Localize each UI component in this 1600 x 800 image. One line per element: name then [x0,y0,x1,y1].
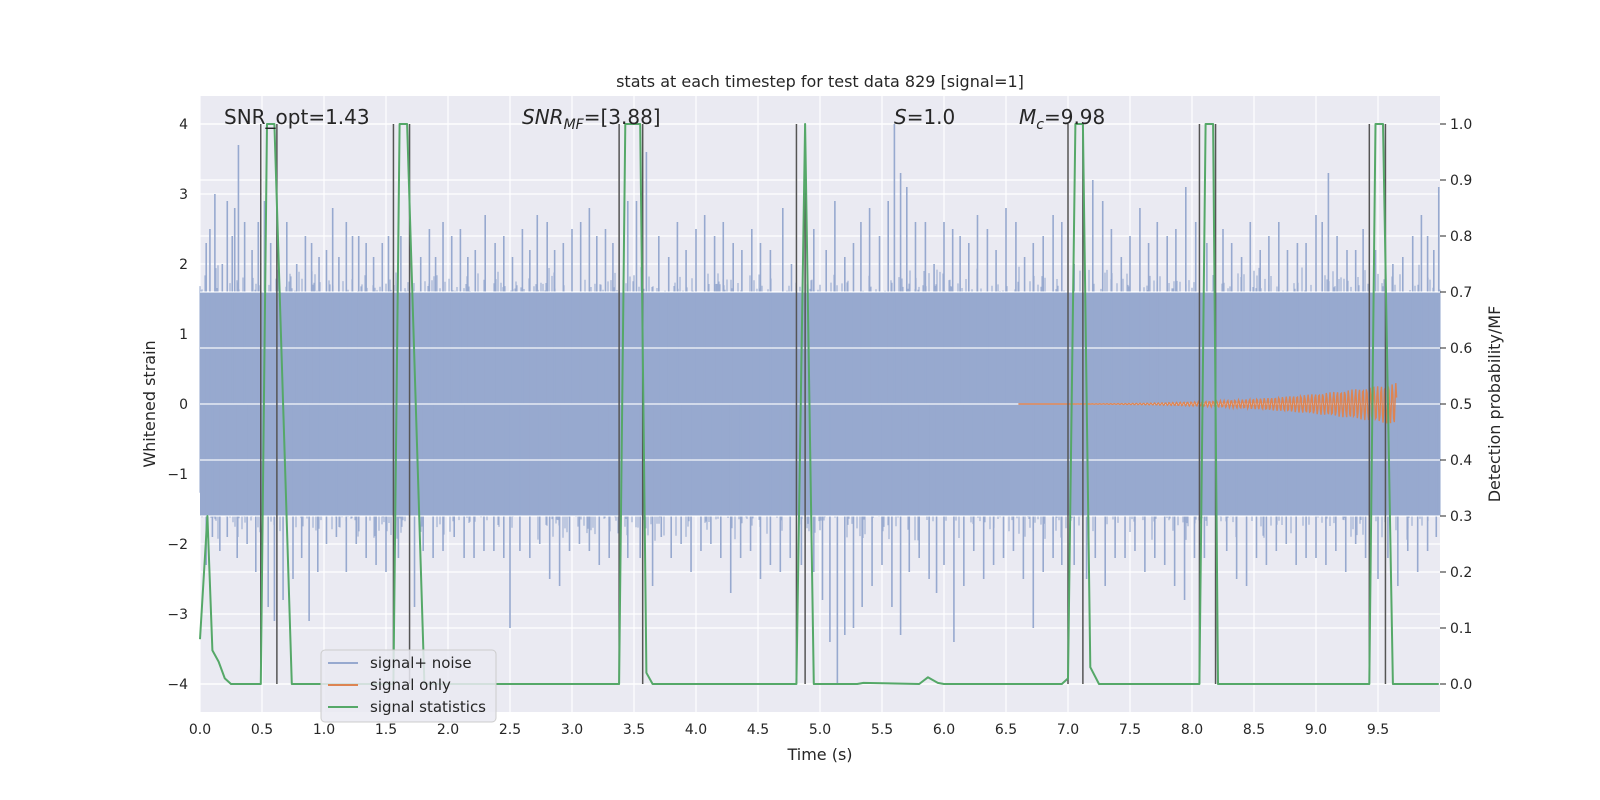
x-tick-label: 5.5 [871,722,893,738]
right-y-tick-label: 0.5 [1450,397,1472,413]
annotation-snr-opt: SNR_opt=1.43 [224,105,370,129]
annotation-s: S=1.0 [894,105,955,129]
chirp-line [1018,383,1398,424]
x-tick-label: 3.0 [561,722,583,738]
x-tick-label: 8.0 [1181,722,1203,738]
x-tick-label: 7.0 [1057,722,1079,738]
right-y-tick-label: 0.7 [1450,285,1472,301]
x-axis-label: Time (s) [786,745,852,764]
x-axis-ticks: 0.0 0.5 1.0 1.5 2.0 2.5 3.0 3.5 4.0 4.5 5.0 5.5 6.0 6… [189,722,1389,738]
chart-title: stats at each timestep for test data 829… [616,72,1024,91]
right-y-tick-label: 0.3 [1450,509,1472,525]
left-y-tick-label: 0 [179,397,188,413]
left-y-tick-label: 3 [179,187,188,203]
x-tick-label: 2.0 [437,722,459,738]
left-y-tick-label: −1 [167,467,188,483]
left-y-tick-label: −3 [167,607,188,623]
x-tick-label: 7.5 [1119,722,1141,738]
signal-noise-series [199,124,1441,684]
x-tick-label: 6.5 [995,722,1017,738]
x-tick-label: 1.5 [375,722,397,738]
x-tick-label: 1.0 [313,722,335,738]
right-y-tick-label: 0.2 [1450,565,1472,581]
x-tick-label: 6.0 [933,722,955,738]
x-tick-label: 9.0 [1305,722,1327,738]
right-y-tick-label: 0.4 [1450,453,1472,469]
legend-box [320,649,497,723]
legend: signal+ noise signal only signal statist… [320,649,497,723]
left-y-tick-label: −2 [167,537,188,553]
left-y-axis-label: Whitened strain [140,340,159,467]
legend-label-signal-statistics: signal statistics [370,698,486,716]
legend-label-signal-noise: signal+ noise [370,654,472,672]
right-y-tick-label: 0.0 [1450,677,1472,693]
right-y-axis-ticks: 0.0 0.1 0.2 0.3 0.4 0.5 0.6 0.7 0.8 0.9 1.0 [1440,117,1472,693]
x-tick-label: 0.5 [251,722,273,738]
annotation-mc: Mc=9.98 [1019,105,1105,133]
right-y-tick-label: 0.8 [1450,229,1472,245]
right-y-tick-label: 1.0 [1450,117,1472,133]
x-tick-label: 2.5 [499,722,521,738]
right-y-tick-label: 0.1 [1450,621,1472,637]
signal-statistics-series [199,123,1439,685]
annotation-snr-mf: SNRMF=[3.88] [522,105,661,133]
signal-only-series [1018,383,1398,424]
left-y-tick-label: 4 [179,117,188,133]
x-tick-label: 3.5 [623,722,645,738]
legend-label-signal-only: signal only [370,676,451,694]
x-tick-label: 8.5 [1243,722,1265,738]
x-tick-label: 4.5 [747,722,769,738]
right-y-tick-label: 0.6 [1450,341,1472,357]
x-tick-label: 0.0 [189,722,211,738]
left-y-tick-label: 1 [179,327,188,343]
statistics-line [199,123,1439,685]
right-y-axis-label: Detection probability/MF [1485,306,1504,503]
x-tick-label: 4.0 [685,722,707,738]
right-y-tick-label: 0.9 [1450,173,1472,189]
vertical-markers [260,124,1387,684]
left-y-axis-ticks: −4 −3 −2 −1 0 1 2 3 4 [167,117,188,693]
x-tick-label: 9.5 [1367,722,1389,738]
x-tick-label: 5.0 [809,722,831,738]
left-y-tick-label: −4 [167,677,188,693]
left-y-tick-label: 2 [179,257,188,273]
